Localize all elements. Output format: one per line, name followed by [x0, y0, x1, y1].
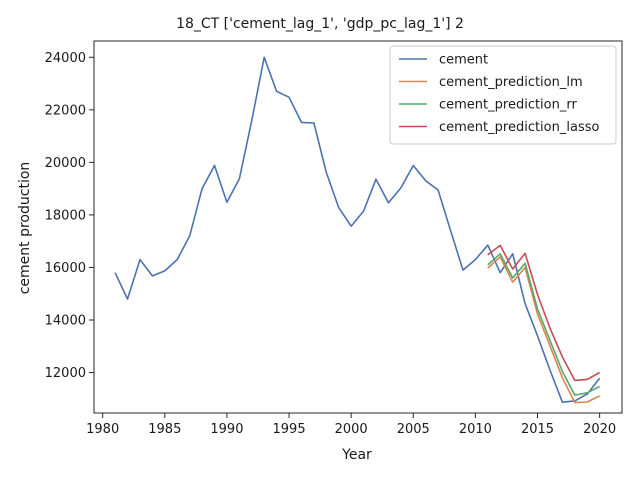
series-line-cement-prediction-lasso	[487, 244, 600, 382]
y-tick-label: 12000	[45, 366, 86, 381]
x-tick-label: 2015	[521, 422, 554, 437]
series-layer	[114, 56, 601, 404]
series-line-cement-prediction-lm	[487, 256, 600, 404]
series-line-cement-prediction-rr	[487, 253, 600, 396]
y-tick-label: 16000	[45, 261, 86, 276]
legend-box	[389, 45, 617, 145]
legend: cement cement_prediction_lm cement_predict…	[389, 45, 617, 145]
chart-title: 18_CT ['cement_lag_1', 'gdp_pc_lag_1'] 2	[176, 16, 464, 32]
y-axis-label: cement production	[17, 162, 33, 295]
legend-entry: cement_prediction_lasso	[439, 120, 599, 135]
plot-frame	[93, 40, 623, 414]
legend-entry: cement_prediction_lm	[439, 75, 583, 90]
x-axis-label: Year	[341, 447, 372, 463]
x-tick-label: 1985	[148, 422, 181, 437]
x-tick-label: 2005	[397, 422, 430, 437]
series-line-cement	[114, 56, 601, 404]
x-tick-label: 2020	[583, 422, 616, 437]
plot-area	[93, 40, 623, 414]
x-tick-label: 2010	[459, 422, 492, 437]
x-tick-label: 2000	[335, 422, 368, 437]
x-tick-label: 1990	[210, 422, 243, 437]
y-tick-label: 14000	[45, 314, 86, 329]
y-tick-label: 18000	[45, 208, 86, 223]
legend-entry: cement_prediction_rr	[439, 98, 577, 113]
y-axis: 12000 14000 16000 18000 20000 22000 24000	[45, 51, 94, 381]
y-tick-label: 22000	[45, 103, 86, 118]
x-axis: 1980 1985 1990 1995 2000 2005 2010 2015 2020	[86, 413, 616, 437]
y-tick-label: 24000	[45, 51, 86, 66]
x-tick-label: 1980	[86, 422, 119, 437]
x-tick-label: 1995	[273, 422, 306, 437]
legend-entry: cement	[439, 53, 488, 68]
y-tick-label: 20000	[45, 156, 86, 171]
